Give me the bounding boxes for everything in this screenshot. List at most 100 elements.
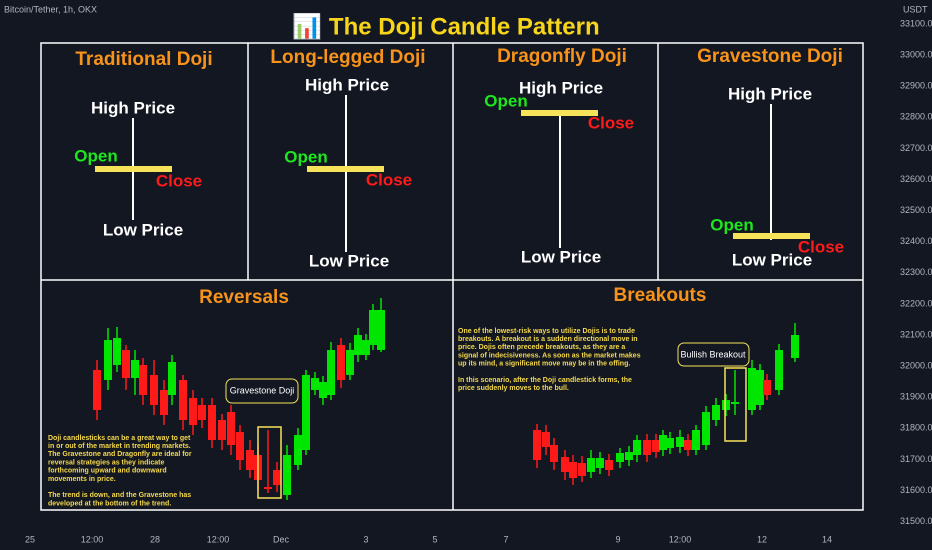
candle-body [369,310,377,345]
candle-body [652,440,660,452]
time-label: 12 [757,534,767,544]
candle-body [150,375,158,405]
candle-body [168,362,176,395]
time-label: Dec [273,534,290,544]
price-scale [895,0,932,550]
note-line: breakouts. A breakout is a sudden direct… [458,336,638,343]
section-title: Reversals [199,287,289,308]
high-label: High Price [519,78,603,97]
time-label: 7 [503,534,508,544]
price-label: 31800.0 [900,423,932,433]
candle-body [578,463,586,476]
candle-body [273,470,281,485]
candle-body [327,350,335,395]
price-label: 32600.0 [900,174,932,184]
candle-body [198,405,206,420]
close-label: Close [798,237,844,256]
highlight [724,367,747,442]
candle-body [227,412,235,445]
price-label: 32100.0 [900,329,932,339]
note-line: up its mind, a significant move may be i… [458,361,630,368]
note-line: reversal strategies as they indicate [48,459,164,466]
low-label: Low Price [103,220,183,239]
candle-body [362,340,370,355]
callout: Bullish Breakout [680,349,746,359]
candle-body [605,460,613,470]
time-label: 3 [363,534,368,544]
low-label: Low Price [521,247,601,266]
candle-body [756,370,764,405]
candle-body [533,430,541,460]
candle-body [643,440,651,455]
open-label: Open [484,91,527,110]
candle-body [264,487,272,489]
candle-body [246,450,254,470]
doji-body [733,233,810,239]
panel-title: Dragonfly Doji [497,46,627,67]
close-label: Close [588,113,634,132]
note-line: developed at the bottom of the trend. [48,500,171,507]
candle-body [722,400,730,410]
note-line: One of the lowest-risk ways to utilize D… [458,328,635,335]
close-label: Close [366,170,412,189]
note-line: signal of indecisiveness. As soon as the… [458,352,641,359]
high-label: High Price [305,75,389,94]
candle-body [377,310,385,350]
candle-body [616,453,624,462]
candle-body [294,435,302,465]
low-label: Low Price [309,251,389,270]
section-title: Breakouts [614,285,707,306]
candle-body [633,440,641,455]
candle-body [236,432,244,460]
time-label: 12:00 [81,534,104,544]
title: 📊 The Doji Candle Pattern [292,12,599,40]
close-label: Close [156,171,202,190]
candle-body [684,440,692,450]
candle-body [104,340,112,380]
candle-body [587,458,595,472]
candle-body [346,350,354,375]
price-label: 31700.0 [900,454,932,464]
doji-body [307,166,384,172]
candle-body [748,368,756,410]
candle-body [354,335,362,355]
candle-body [676,437,684,447]
note-line: Doji candlesticks can be a great way to … [48,435,191,442]
candle-body [692,430,700,450]
candle-body [208,405,216,440]
candle-body [775,350,783,390]
candle-body [596,458,604,468]
high-label: High Price [728,84,812,103]
callout-box [225,378,299,404]
price-label: 32200.0 [900,298,932,308]
candle-body [702,412,710,445]
panel-title: Traditional Doji [75,49,212,70]
note-line: price suddenly moves to the bull. [458,385,569,392]
candle-body [542,432,550,447]
open-label: Open [710,215,753,234]
open-label: Open [74,146,117,165]
candle-body [283,455,291,495]
time-label: 5 [432,534,437,544]
candle-body [731,402,739,404]
note-line: price. Dojis often precede breakouts, as… [458,344,625,351]
doji-body [95,166,172,172]
price-label: 31500.0 [900,516,932,526]
currency: USDT [903,4,928,14]
time-label: 12:00 [207,534,230,544]
candle-body [302,375,310,450]
note-line: forthcoming upward and downward [48,468,167,475]
candle-body [160,390,168,415]
candle-body [625,452,633,460]
price-label: 31900.0 [900,392,932,402]
note-line: The Gravestone and Dragonfly are ideal f… [48,451,192,458]
candle-body [659,435,667,450]
candle-body [337,345,345,380]
price-label: 32400.0 [900,236,932,246]
time-label: 28 [150,534,160,544]
symbol: Bitcoin/Tether, 1h, OKX [4,4,97,14]
price-label: 32500.0 [900,205,932,215]
frames [40,42,864,511]
